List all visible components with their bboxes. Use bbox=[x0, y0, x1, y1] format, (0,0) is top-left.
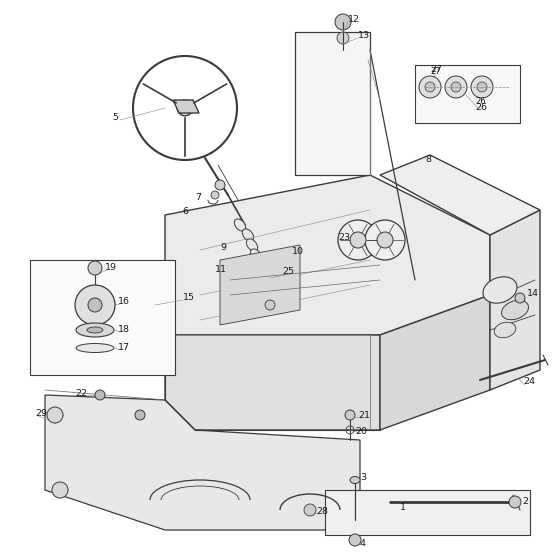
Ellipse shape bbox=[250, 249, 262, 261]
Text: 26: 26 bbox=[475, 102, 487, 111]
Text: 22: 22 bbox=[75, 389, 87, 398]
Text: 11: 11 bbox=[215, 265, 227, 274]
Text: 16: 16 bbox=[118, 297, 130, 306]
Circle shape bbox=[88, 261, 102, 275]
Polygon shape bbox=[173, 100, 199, 113]
Circle shape bbox=[47, 407, 63, 423]
Circle shape bbox=[338, 220, 378, 260]
Text: 15: 15 bbox=[183, 292, 195, 301]
Circle shape bbox=[345, 410, 355, 420]
Text: 14: 14 bbox=[527, 288, 539, 297]
Polygon shape bbox=[380, 155, 540, 235]
Circle shape bbox=[425, 82, 435, 92]
Text: 27: 27 bbox=[430, 66, 442, 74]
Text: 21: 21 bbox=[358, 410, 370, 419]
Polygon shape bbox=[45, 395, 360, 530]
Text: 19: 19 bbox=[105, 264, 117, 273]
Circle shape bbox=[349, 534, 361, 546]
Ellipse shape bbox=[87, 327, 103, 333]
Ellipse shape bbox=[246, 239, 258, 251]
Text: 26: 26 bbox=[475, 97, 486, 106]
Text: 23: 23 bbox=[338, 234, 350, 242]
Text: 28: 28 bbox=[316, 507, 328, 516]
Text: 25: 25 bbox=[282, 268, 294, 277]
Ellipse shape bbox=[76, 323, 114, 337]
Text: 5: 5 bbox=[112, 114, 118, 123]
Ellipse shape bbox=[254, 259, 265, 271]
Ellipse shape bbox=[242, 229, 254, 241]
Polygon shape bbox=[325, 490, 530, 535]
Text: 9: 9 bbox=[220, 244, 226, 253]
Text: 10: 10 bbox=[292, 248, 304, 256]
Bar bbox=[415, 65, 520, 123]
Text: 3: 3 bbox=[360, 473, 366, 482]
Text: 8: 8 bbox=[425, 156, 431, 165]
Text: 4: 4 bbox=[360, 539, 366, 548]
Circle shape bbox=[304, 504, 316, 516]
Circle shape bbox=[211, 191, 219, 199]
Circle shape bbox=[95, 390, 105, 400]
Polygon shape bbox=[295, 32, 370, 175]
Polygon shape bbox=[165, 175, 490, 335]
Circle shape bbox=[135, 410, 145, 420]
Ellipse shape bbox=[483, 277, 517, 303]
Ellipse shape bbox=[284, 251, 296, 259]
Text: 18: 18 bbox=[118, 325, 130, 334]
Circle shape bbox=[419, 76, 441, 98]
Text: 2: 2 bbox=[522, 497, 528, 506]
Ellipse shape bbox=[258, 269, 270, 281]
Circle shape bbox=[177, 100, 193, 116]
Ellipse shape bbox=[494, 322, 516, 338]
Circle shape bbox=[445, 76, 467, 98]
Text: 12: 12 bbox=[348, 16, 360, 25]
Circle shape bbox=[337, 32, 349, 44]
Text: 6: 6 bbox=[182, 208, 188, 217]
Ellipse shape bbox=[502, 300, 529, 320]
Text: 24: 24 bbox=[523, 377, 535, 386]
Ellipse shape bbox=[76, 343, 114, 352]
Circle shape bbox=[509, 496, 521, 508]
Text: 7: 7 bbox=[195, 194, 201, 203]
Circle shape bbox=[335, 14, 351, 30]
Polygon shape bbox=[380, 295, 490, 430]
Circle shape bbox=[75, 285, 115, 325]
Circle shape bbox=[377, 232, 393, 248]
Text: 20: 20 bbox=[355, 427, 367, 436]
Ellipse shape bbox=[234, 219, 246, 231]
Circle shape bbox=[265, 300, 275, 310]
Polygon shape bbox=[165, 335, 380, 430]
Circle shape bbox=[451, 82, 461, 92]
Circle shape bbox=[350, 232, 366, 248]
Circle shape bbox=[52, 482, 68, 498]
Text: 13: 13 bbox=[358, 31, 370, 40]
Text: 1: 1 bbox=[400, 503, 406, 512]
Text: 27: 27 bbox=[430, 68, 441, 77]
Bar bbox=[30, 260, 175, 375]
Text: 17: 17 bbox=[118, 343, 130, 352]
Circle shape bbox=[477, 82, 487, 92]
Circle shape bbox=[88, 298, 102, 312]
Polygon shape bbox=[490, 210, 540, 390]
Circle shape bbox=[471, 76, 493, 98]
Polygon shape bbox=[220, 245, 300, 325]
Ellipse shape bbox=[350, 477, 360, 483]
Circle shape bbox=[515, 293, 525, 303]
Circle shape bbox=[365, 220, 405, 260]
Text: 29: 29 bbox=[35, 408, 47, 418]
Circle shape bbox=[215, 180, 225, 190]
